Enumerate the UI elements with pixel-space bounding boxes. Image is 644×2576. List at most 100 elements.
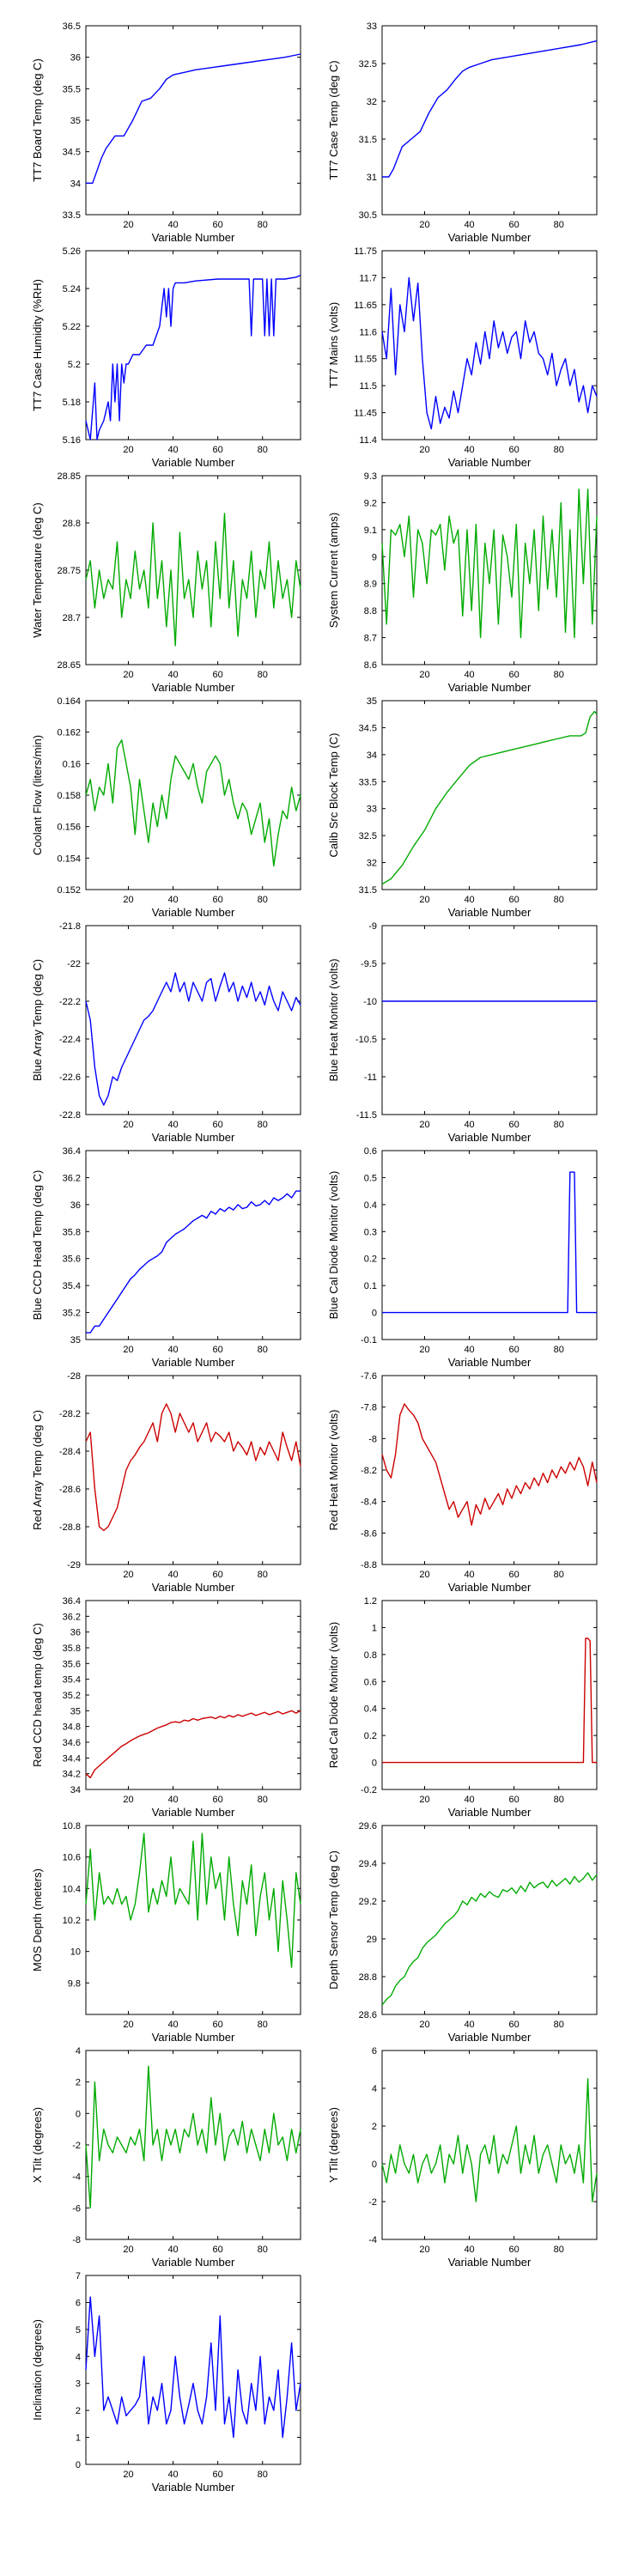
- subplot-18: 28.6 28.8 29 29.2 29.4 29.6 20 40 60 80 Variable N…: [327, 1821, 598, 2044]
- subplot-21: 0 1 2 3 4 5 6 7 20 40 60 80 Variable Number Inclinati…: [31, 2271, 301, 2494]
- y-tick-label: -8.4: [361, 1498, 377, 1508]
- x-tick-label: 40: [464, 2245, 474, 2255]
- y-tick-label: 11.7: [359, 273, 377, 283]
- subplot-3: 5.16 5.18 5.2 5.22 5.24 5.26 20 40 60 80 Variable …: [31, 246, 301, 469]
- y-tick-label: 0.6: [364, 1146, 377, 1157]
- y-tick-label: 10: [70, 1947, 81, 1958]
- x-tick-label: 40: [464, 1120, 474, 1130]
- x-tick-label: 60: [213, 2470, 223, 2480]
- y-tick-label: 2: [76, 2406, 81, 2416]
- subplot-1: 33.5 34 34.5 35 35.5 36 36.5 20 40 60 80 Variable N…: [31, 21, 301, 244]
- plot-area: [381, 1375, 598, 1565]
- y-axis-label: TT7 Mains (volts): [327, 302, 340, 388]
- y-tick-label: 4: [372, 2084, 377, 2094]
- y-tick-label: 5.2: [68, 360, 81, 370]
- x-tick-label: 60: [509, 2245, 519, 2255]
- x-tick-label: 20: [123, 895, 133, 905]
- y-tick-label: 0.6: [364, 1677, 377, 1687]
- y-tick-label: 35.4: [63, 1281, 81, 1291]
- series-line: [382, 1637, 597, 1764]
- y-tick-label: 34.6: [63, 1738, 81, 1748]
- y-axis-label: X Tilt (degrees): [31, 2107, 44, 2183]
- y-tick-label: 0.154: [57, 854, 81, 864]
- x-tick-label: 60: [509, 1120, 519, 1130]
- plot-area: [85, 2050, 301, 2240]
- x-tick-label: 80: [554, 895, 564, 905]
- x-tick-label: 20: [123, 2020, 133, 2030]
- series-line: [85, 274, 301, 440]
- y-tick-label: -0.1: [361, 1335, 377, 1346]
- x-tick-label: 40: [464, 220, 474, 230]
- y-tick-label: 0.152: [57, 885, 81, 896]
- plot-area: [381, 250, 598, 440]
- x-tick-label: 80: [554, 220, 564, 230]
- y-tick-label: 35.4: [63, 1675, 81, 1686]
- y-tick-label: -2: [368, 2197, 377, 2208]
- y-tick-label: 0.16: [63, 759, 81, 769]
- x-tick-label: 80: [258, 445, 268, 455]
- y-tick-label: 0: [76, 2460, 81, 2470]
- y-axis-label: Red Heat Monitor (volts): [327, 1410, 340, 1531]
- subplot-7: 0.152 0.154 0.156 0.158 0.16 0.162 0.164 20 40 60…: [31, 696, 301, 919]
- x-axis-label: Variable Number: [448, 2031, 532, 2044]
- plot-area: [85, 250, 301, 440]
- x-tick-label: 80: [258, 1570, 268, 1580]
- y-tick-label: 8.9: [364, 580, 377, 590]
- x-tick-label: 40: [464, 895, 474, 905]
- y-tick-label: 32: [367, 859, 377, 869]
- subplot-4: 11.4 11.45 11.5 11.55 11.6 11.65 11.7 11.75 20 40…: [327, 246, 598, 469]
- x-axis-label: Variable Number: [448, 1131, 532, 1144]
- x-tick-label: 20: [419, 1120, 429, 1130]
- subplot-15: 34 34.2 34.4 34.6 34.8 35 35.2 35.4 35.6 35.8 36 36…: [31, 1596, 301, 1819]
- x-tick-label: 40: [167, 670, 178, 680]
- x-axis-label: Variable Number: [448, 456, 532, 469]
- y-tick-label: 0.164: [57, 696, 81, 707]
- y-tick-label: -28.2: [59, 1409, 81, 1419]
- y-tick-label: 9.8: [68, 1978, 81, 1989]
- x-tick-label: 60: [509, 670, 519, 680]
- y-axis-label: Blue Cal Diode Monitor (volts): [327, 1171, 340, 1320]
- x-tick-label: 20: [123, 1120, 133, 1130]
- x-tick-label: 80: [258, 1345, 268, 1355]
- x-tick-label: 40: [167, 2020, 178, 2030]
- plot-area: [381, 1150, 598, 1340]
- series-line: [85, 739, 301, 867]
- y-tick-label: 32.5: [359, 59, 377, 70]
- y-tick-label: 0.2: [364, 1255, 377, 1265]
- y-tick-label: -8: [72, 2235, 81, 2245]
- y-tick-label: 32.5: [359, 831, 377, 841]
- x-tick-label: 20: [123, 445, 133, 455]
- y-tick-label: 34: [70, 179, 81, 189]
- y-tick-label: -28.4: [59, 1447, 81, 1457]
- y-tick-label: 2: [372, 2122, 377, 2132]
- y-tick-label: -28.6: [59, 1485, 81, 1495]
- y-tick-label: 36.4: [63, 1146, 81, 1157]
- y-axis-label: System Current (amps): [327, 513, 340, 628]
- x-tick-label: 20: [419, 670, 429, 680]
- x-tick-label: 60: [213, 445, 223, 455]
- y-tick-label: -7.6: [361, 1371, 377, 1382]
- y-tick-label: -21.8: [59, 921, 81, 932]
- x-axis-label: Variable Number: [152, 231, 235, 244]
- y-tick-label: -22: [67, 959, 81, 969]
- x-tick-label: 40: [464, 2020, 474, 2030]
- x-tick-label: 80: [554, 1120, 564, 1130]
- plot-area: [85, 700, 301, 890]
- y-tick-label: -2: [72, 2141, 81, 2151]
- series-line: [382, 39, 598, 178]
- x-tick-label: 80: [554, 2245, 564, 2255]
- x-tick-label: 60: [509, 1570, 519, 1580]
- y-tick-label: 5.22: [63, 322, 81, 332]
- x-tick-label: 60: [509, 895, 519, 905]
- x-axis-label: Variable Number: [152, 681, 235, 694]
- x-axis-label: Variable Number: [152, 2481, 235, 2494]
- x-tick-label: 40: [167, 2470, 178, 2480]
- y-tick-label: 6: [76, 2298, 81, 2308]
- y-tick-label: 28.6: [359, 2010, 377, 2020]
- subplot-17: 9.8 10 10.2 10.4 10.6 10.8 20 40 60 80 Variable Nu…: [31, 1821, 301, 2044]
- x-tick-label: 20: [123, 1345, 133, 1355]
- y-tick-label: 11.6: [359, 327, 377, 337]
- x-tick-label: 20: [419, 1795, 429, 1805]
- x-tick-label: 40: [167, 2245, 178, 2255]
